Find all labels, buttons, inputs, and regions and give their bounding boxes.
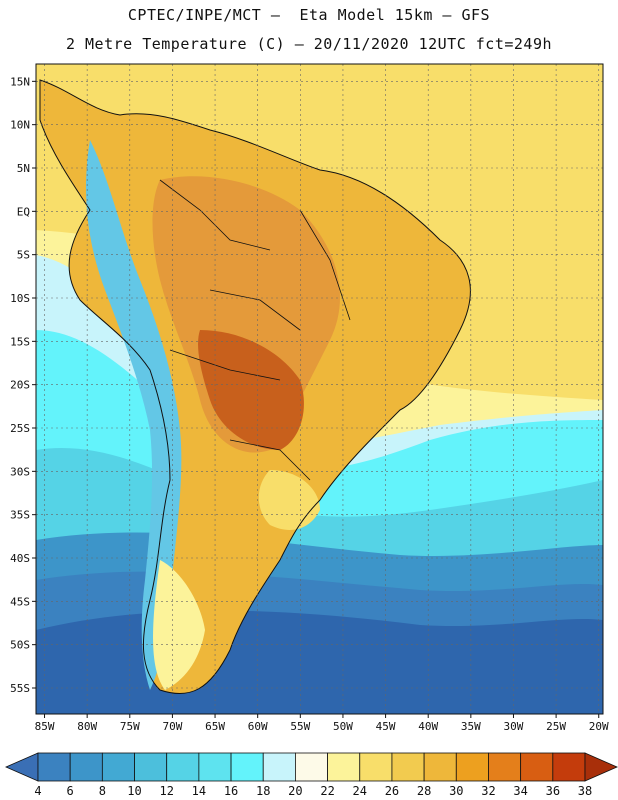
colorbar-bin — [455, 752, 489, 782]
colorbar-bin — [101, 752, 135, 782]
colorbar-label: 16 — [224, 784, 238, 798]
colorbar-bin — [359, 752, 393, 782]
colorbar-label: 12 — [159, 784, 173, 798]
lon-tick-label: 55W — [290, 720, 310, 733]
lat-tick-label: 55S — [10, 682, 30, 695]
lat-tick-label: 10S — [10, 292, 30, 305]
lat-tick-label: 5S — [17, 249, 30, 262]
map-frame — [35, 63, 604, 715]
lat-tick-label: EQ — [17, 205, 30, 218]
lon-tick-label: 70W — [162, 720, 182, 733]
colorbar-label: 38 — [578, 784, 592, 798]
patagonia-region — [153, 560, 205, 690]
lon-tick-label: 50W — [333, 720, 353, 733]
colorbar-bin — [520, 752, 554, 782]
lat-tick-label: 35S — [10, 509, 30, 522]
colorbar-label: 20 — [288, 784, 302, 798]
lat-tick-label: 25S — [10, 422, 30, 435]
colorbar-label: 32 — [481, 784, 495, 798]
colorbar-label: 24 — [353, 784, 367, 798]
lat-tick-label: 10N — [10, 119, 30, 132]
lon-tick-label: 60W — [248, 720, 268, 733]
colorbar-bin — [37, 752, 71, 782]
andes-cold-strip — [85, 140, 182, 690]
colorbar-label: 34 — [513, 784, 527, 798]
map-field — [36, 64, 603, 714]
colorbar-bin — [423, 752, 457, 782]
lon-tick-label: 45W — [376, 720, 396, 733]
colorbar-bin — [488, 752, 522, 782]
colorbar-label: 36 — [546, 784, 560, 798]
colorbar-bin — [327, 752, 361, 782]
lon-tick-label: 35W — [461, 720, 481, 733]
colorbar-label: 6 — [67, 784, 74, 798]
lon-tick-label: 80W — [77, 720, 97, 733]
lon-tick-label: 40W — [418, 720, 438, 733]
colorbar-under-arrow — [5, 752, 39, 782]
uruguay-region — [258, 470, 320, 530]
map-title: CPTEC/INPE/MCT – Eta Model 15km – GFS — [127, 6, 491, 24]
longitude-axis: 85W 80W 75W 70W 65W 60W 55W 50W 45W 40W 35W 30W 25W 2… — [35, 714, 609, 733]
colorbar-bin — [552, 752, 586, 782]
lon-tick-label: 20W — [589, 720, 609, 733]
lat-tick-label: 30S — [10, 465, 30, 478]
lat-tick-label: 20S — [10, 379, 30, 392]
lon-tick-label: 30W — [504, 720, 524, 733]
lat-tick-label: 15S — [10, 335, 30, 348]
lat-tick-label: 40S — [10, 552, 30, 565]
colorbar-bin — [69, 752, 103, 782]
colorbar-label: 30 — [449, 784, 463, 798]
colorbar-label: 4 — [34, 784, 41, 798]
map-subtitle: 2 Metre Temperature (C) – 20/11/2020 12U… — [65, 35, 553, 53]
coastline — [39, 79, 471, 695]
colorbar-bin — [198, 752, 232, 782]
lat-tick-label: 45S — [10, 595, 30, 608]
colorbar-label: 10 — [127, 784, 141, 798]
colorbar: 4 6 8 10 12 14 16 18 20 22 24 26 28 30 32 34 36 38 — [5, 752, 618, 798]
lon-tick-label: 25W — [546, 720, 566, 733]
lat-tick-label: 50S — [10, 639, 30, 652]
colorbar-label: 8 — [99, 784, 106, 798]
colorbar-bin — [134, 752, 168, 782]
lon-tick-label: 65W — [205, 720, 225, 733]
lat-tick-label: 5N — [17, 162, 30, 175]
continent-hottest-region — [198, 330, 304, 450]
colorbar-bin — [230, 752, 264, 782]
colorbar-label: 18 — [256, 784, 270, 798]
lon-tick-label: 85W — [35, 720, 55, 733]
colorbar-label: 22 — [320, 784, 334, 798]
colorbar-bin — [166, 752, 200, 782]
latitude-axis: 15N 10N 5N EQ 5S 10S 15S 20S 25S 30S 35S 40S 45S 50S 5… — [10, 75, 36, 695]
lat-tick-label: 15N — [10, 75, 30, 88]
colorbar-bin — [262, 752, 296, 782]
colorbar-label: 26 — [385, 784, 399, 798]
lon-tick-label: 75W — [120, 720, 140, 733]
lat-lon-gridlines — [36, 64, 603, 714]
colorbar-label: 14 — [192, 784, 206, 798]
colorbar-label: 28 — [417, 784, 431, 798]
colorbar-over-arrow — [584, 752, 618, 782]
colorbar-bin — [295, 752, 328, 782]
colorbar-bin — [391, 752, 425, 782]
